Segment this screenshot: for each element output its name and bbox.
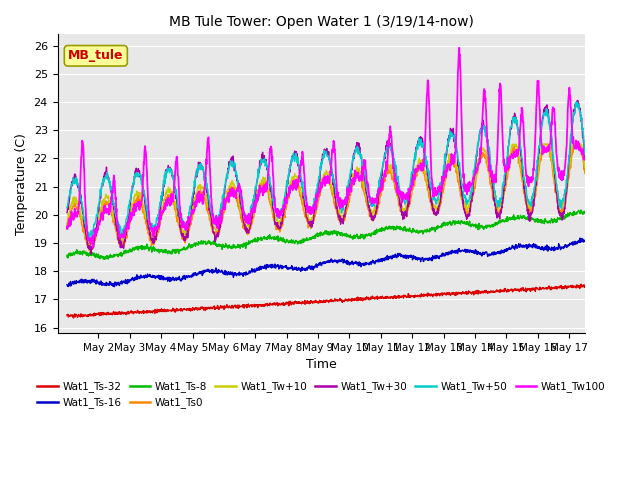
Wat1_Tw+50 [73, 182, 81, 188]
Wat1_Ts0 [156, 222, 164, 228]
Wat1_Ts-32 [328, 298, 336, 304]
Wat1_Tw100 [420, 151, 428, 157]
X-axis label: Time: Time [306, 359, 337, 372]
Wat1_Ts-8 [63, 254, 71, 260]
Wat1_Ts-8 [577, 207, 585, 213]
Title: MB Tule Tower: Open Water 1 (3/19/14-now): MB Tule Tower: Open Water 1 (3/19/14-now… [169, 15, 474, 29]
Wat1_Ts-16 [110, 284, 118, 289]
Wat1_Tw100 [455, 45, 463, 51]
Wat1_Tw+10 [581, 165, 589, 170]
Wat1_Tw+10 [298, 191, 305, 197]
Wat1_Ts-8 [73, 247, 81, 252]
Line: Wat1_Ts0: Wat1_Ts0 [67, 144, 585, 252]
Wat1_Tw100 [581, 155, 589, 161]
Wat1_Tw+10 [73, 197, 81, 203]
Wat1_Ts-32 [298, 301, 305, 307]
Wat1_Tw+10 [548, 157, 556, 163]
Wat1_Tw100 [548, 112, 556, 118]
Wat1_Tw+50 [298, 176, 305, 182]
Wat1_Ts-32 [156, 307, 164, 312]
Wat1_Ts0 [420, 171, 428, 177]
Wat1_Ts-32 [63, 312, 71, 318]
Wat1_Tw+30 [420, 147, 428, 153]
Wat1_Tw+30 [298, 182, 305, 188]
Wat1_Tw100 [156, 207, 164, 213]
Line: Wat1_Tw+10: Wat1_Tw+10 [67, 144, 585, 246]
Wat1_Tw+30 [328, 170, 336, 176]
Line: Wat1_Tw+50: Wat1_Tw+50 [67, 102, 585, 239]
Wat1_Tw+50 [420, 143, 428, 148]
Wat1_Tw+50 [573, 99, 581, 105]
Wat1_Ts0 [298, 196, 305, 202]
Wat1_Ts-8 [156, 247, 164, 252]
Wat1_Ts-16 [73, 279, 81, 285]
Wat1_Ts-32 [73, 312, 81, 318]
Wat1_Tw+10 [85, 243, 93, 249]
Line: Wat1_Ts-8: Wat1_Ts-8 [67, 210, 585, 259]
Wat1_Tw+50 [581, 152, 589, 157]
Wat1_Ts-16 [63, 282, 71, 288]
Line: Wat1_Ts-16: Wat1_Ts-16 [67, 238, 585, 287]
Wat1_Ts-8 [298, 237, 305, 243]
Wat1_Tw+30 [156, 210, 164, 216]
Wat1_Ts0 [548, 163, 556, 169]
Line: Wat1_Tw+30: Wat1_Tw+30 [67, 100, 585, 254]
Wat1_Ts-16 [420, 256, 428, 262]
Wat1_Tw+50 [548, 136, 556, 142]
Wat1_Ts-8 [328, 228, 336, 234]
Wat1_Ts0 [540, 142, 548, 147]
Wat1_Ts-8 [548, 218, 556, 224]
Wat1_Tw+10 [156, 216, 164, 222]
Wat1_Tw+50 [86, 236, 93, 241]
Wat1_Ts-32 [70, 315, 77, 321]
Wat1_Tw+30 [63, 210, 71, 216]
Wat1_Ts-32 [581, 284, 589, 289]
Wat1_Ts-32 [420, 293, 428, 299]
Wat1_Tw+30 [87, 252, 95, 257]
Wat1_Tw+10 [328, 189, 336, 194]
Wat1_Tw+30 [581, 156, 589, 161]
Wat1_Ts0 [328, 192, 336, 197]
Wat1_Tw100 [63, 224, 71, 229]
Legend: Wat1_Ts-32, Wat1_Ts-16, Wat1_Ts-8, Wat1_Ts0, Wat1_Tw+10, Wat1_Tw+30, Wat1_Tw+50,: Wat1_Ts-32, Wat1_Ts-16, Wat1_Ts-8, Wat1_… [33, 377, 609, 413]
Wat1_Tw100 [73, 211, 81, 217]
Wat1_Tw100 [328, 146, 336, 152]
Wat1_Ts0 [63, 225, 71, 231]
Wat1_Tw+50 [328, 173, 336, 179]
Wat1_Tw+50 [156, 200, 164, 205]
Wat1_Ts0 [73, 206, 81, 212]
Wat1_Ts0 [86, 249, 94, 254]
Wat1_Ts-8 [420, 229, 428, 235]
Line: Wat1_Ts-32: Wat1_Ts-32 [67, 284, 585, 318]
Y-axis label: Temperature (C): Temperature (C) [15, 133, 28, 235]
Wat1_Tw+10 [509, 142, 516, 147]
Wat1_Tw100 [90, 245, 97, 251]
Wat1_Tw+30 [574, 97, 582, 103]
Wat1_Ts-32 [548, 285, 556, 291]
Wat1_Ts-16 [581, 239, 589, 244]
Wat1_Ts-8 [100, 256, 108, 262]
Wat1_Ts-16 [156, 273, 164, 279]
Text: MB_tule: MB_tule [68, 49, 124, 62]
Wat1_Tw+10 [420, 167, 428, 172]
Wat1_Ts-16 [548, 246, 556, 252]
Wat1_Ts-16 [576, 235, 584, 241]
Wat1_Ts-16 [298, 265, 305, 271]
Wat1_Tw+30 [548, 141, 556, 147]
Line: Wat1_Tw100: Wat1_Tw100 [67, 48, 585, 248]
Wat1_Ts-8 [581, 210, 589, 216]
Wat1_Tw+50 [63, 205, 71, 211]
Wat1_Tw+30 [73, 179, 81, 184]
Wat1_Tw+10 [63, 220, 71, 226]
Wat1_Ts-32 [577, 281, 585, 287]
Wat1_Tw100 [298, 162, 305, 168]
Wat1_Ts0 [581, 170, 589, 176]
Wat1_Ts-16 [328, 259, 336, 265]
